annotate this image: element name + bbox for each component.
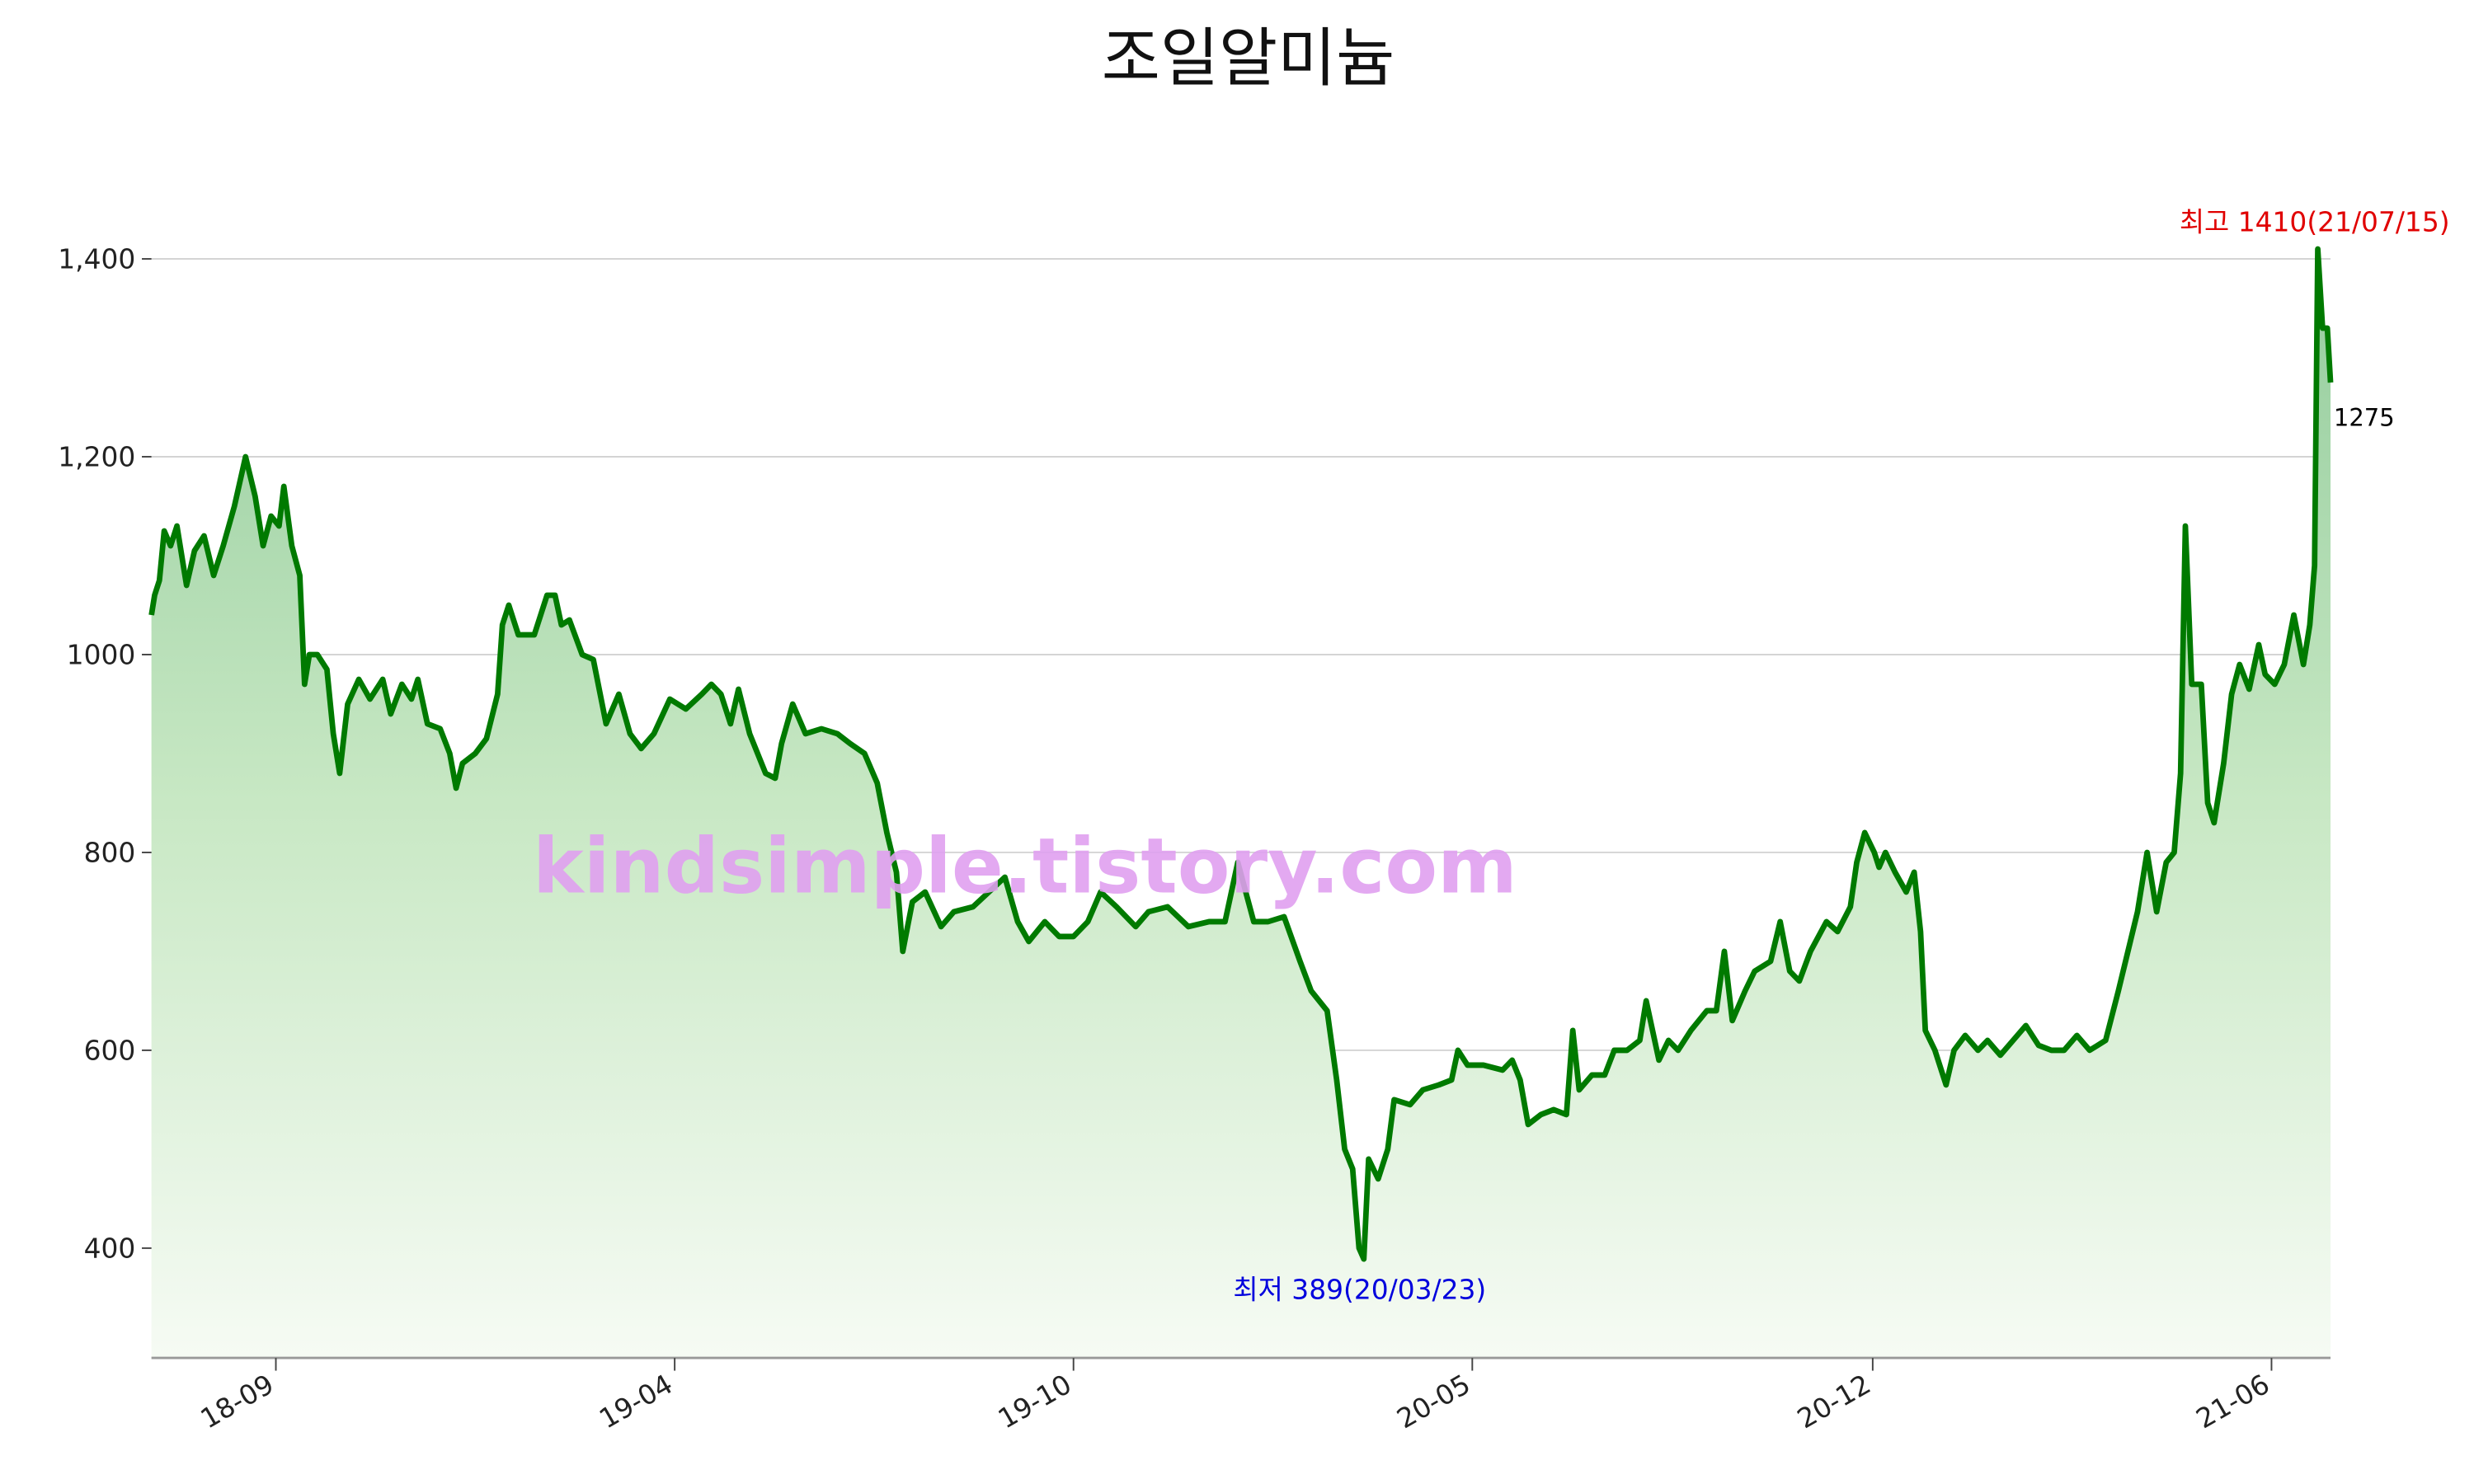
x-tick-label: 19-04	[594, 1368, 678, 1435]
area	[151, 249, 2331, 1359]
max-annotation: 최고 1410(21/07/15)	[2180, 205, 2450, 237]
min-annotation: 최저 389(20/03/23)	[1233, 1274, 1486, 1306]
chart-title: 조일알미늄	[1102, 21, 1395, 96]
last-annotation: 1275	[2334, 403, 2395, 431]
y-tick-label: 1,400	[58, 243, 135, 275]
y-tick-label: 1,200	[58, 441, 135, 473]
y-tick-label: 600	[84, 1035, 136, 1067]
x-tick-label: 18-09	[195, 1368, 279, 1435]
x-tick-label: 20-05	[1391, 1368, 1475, 1435]
x-tick-label: 19-10	[993, 1368, 1077, 1435]
y-tick-label: 800	[84, 837, 136, 869]
x-tick-label: 20-12	[1792, 1368, 1876, 1435]
y-tick-label: 1000	[67, 639, 136, 671]
line	[148, 246, 2334, 1262]
watermark: kindsimple.tistory.com	[533, 822, 1517, 911]
x-tick-label: 21-06	[2190, 1368, 2274, 1435]
y-tick-label: 400	[84, 1233, 136, 1265]
